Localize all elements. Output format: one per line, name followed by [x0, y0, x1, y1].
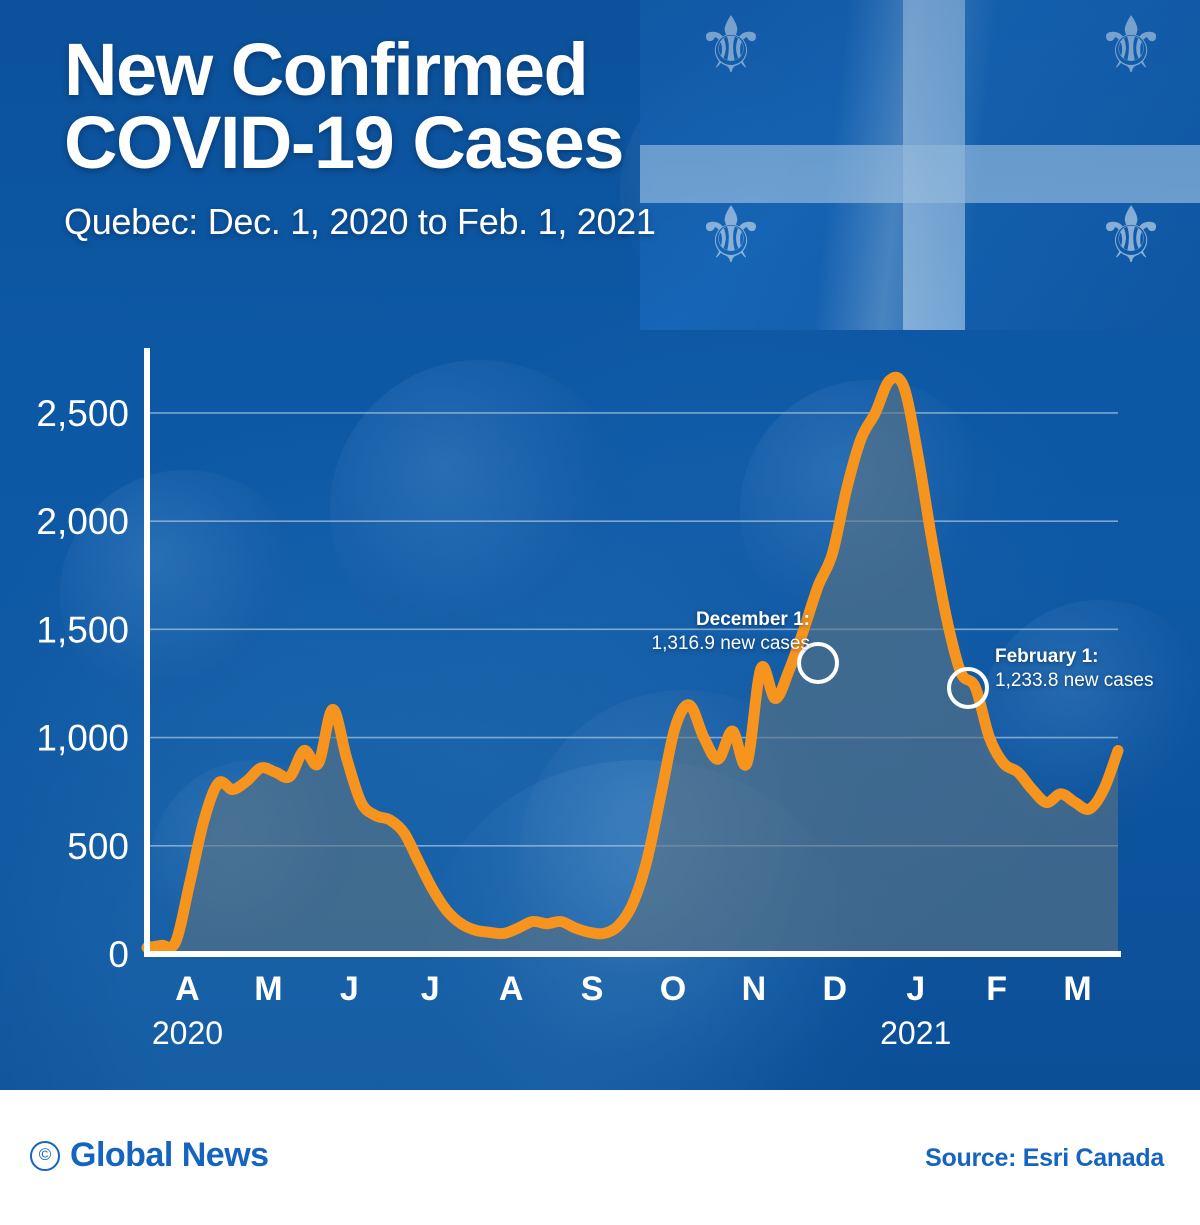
y-tick-label: 500 [67, 826, 129, 867]
title-line-2: COVID-19 Cases [64, 100, 624, 184]
virus-particle-icon [60, 470, 310, 720]
y-tick-label: 2,000 [36, 501, 129, 542]
chart-data-line [141, 371, 1124, 954]
annotation-body: 1,316.9 new cases [651, 632, 810, 654]
covid-cases-chart: 0 500 1,000 1,500 2,000 2,500 A M J J A S O N D J F M 20… [0, 330, 1200, 1090]
header: New Confirmed COVID-19 Cases Quebec: Dec… [64, 33, 884, 243]
chart-year-labels: 2020 2021 [152, 1015, 951, 1051]
chart-annotation-markers [797, 642, 989, 709]
annotation-heading: February 1: [995, 646, 1099, 667]
chart-svg: 0 500 1,000 1,500 2,000 2,500 A M J J A S O N D J F M 20… [36, 348, 1124, 1051]
x-tick-label: M [1063, 970, 1091, 1008]
annotation-february-1: February 1: 1,233.8 new cases [995, 645, 1195, 693]
y-tick-label: 1,500 [36, 609, 129, 650]
annotation-december-1: December 1: 1,316.9 new cases [560, 608, 810, 656]
source-attribution: Source: Esri Canada [925, 1144, 1164, 1172]
annotation-marker-february-1 [947, 667, 989, 709]
annotation-body: 1,233.8 new cases [995, 669, 1154, 691]
x-tick-label: O [660, 970, 686, 1008]
x-tick-label: A [175, 970, 200, 1008]
fleur-de-lis-icon: ⚜ [1096, 6, 1166, 84]
page-title: New Confirmed COVID-19 Cases [64, 33, 884, 184]
fleur-de-lis-icon: ⚜ [1096, 196, 1166, 274]
x-tick-label: S [581, 970, 604, 1008]
fleur-de-lis-icon: ⚜ [696, 196, 766, 274]
chart-y-tick-labels: 0 500 1,000 1,500 2,000 2,500 [36, 393, 129, 975]
x-axis-year-label: 2021 [880, 1015, 951, 1051]
virus-particle-icon [330, 360, 630, 660]
flag-cross-horizontal [640, 145, 1200, 204]
x-tick-label: D [823, 970, 848, 1008]
footer: © Global News Source: Esri Canada [0, 1090, 1200, 1225]
x-tick-label: M [254, 970, 282, 1008]
title-line-1: New Confirmed [64, 28, 589, 111]
x-axis-year-label: 2020 [152, 1015, 223, 1051]
chart-area-fill [147, 377, 1118, 954]
copyright-icon: © [30, 1140, 60, 1171]
x-tick-label: J [421, 970, 440, 1008]
annotation-heading: December 1: [695, 609, 810, 630]
y-tick-label: 1,000 [36, 718, 129, 759]
annotation-marker-december-1 [797, 642, 839, 684]
x-tick-label: A [499, 970, 524, 1008]
fleur-de-lis-icon: ⚜ [696, 6, 766, 84]
page-subtitle: Quebec: Dec. 1, 2020 to Feb. 1, 2021 [64, 201, 656, 243]
brand-name: Global News [70, 1136, 269, 1174]
x-tick-label: J [340, 970, 359, 1008]
brand-logo: © Global News [30, 1136, 269, 1175]
y-tick-label: 2,500 [36, 393, 129, 434]
x-tick-label: F [986, 970, 1007, 1008]
quebec-flag-watermark: ⚜ ⚜ ⚜ ⚜ [640, 0, 1200, 330]
y-tick-label: 0 [108, 934, 129, 975]
x-tick-label: N [742, 970, 767, 1008]
x-tick-label: J [906, 970, 925, 1008]
